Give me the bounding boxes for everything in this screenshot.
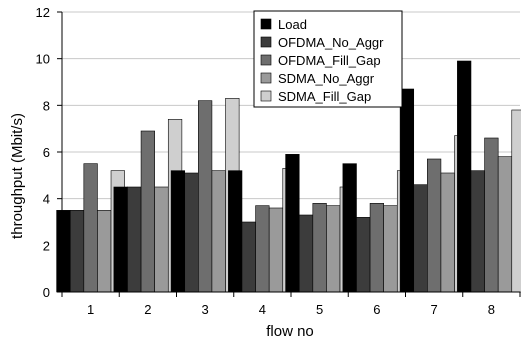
bar-load-flow-4 — [228, 170, 243, 293]
x-tick-label: 4 — [259, 302, 266, 317]
bar-ofdma-fill-gap-flow-8 — [484, 137, 499, 293]
y-tick-label: 2 — [43, 238, 50, 253]
bar-ofdma-no-aggr-flow-8 — [470, 170, 485, 293]
y-tick-label: 4 — [43, 192, 50, 207]
y-tick-label: 8 — [43, 98, 50, 113]
x-tick-labels: 1 2 3 4 5 6 7 8 — [87, 302, 495, 317]
y-tick-label: 12 — [36, 5, 50, 20]
bar-ofdma-fill-gap-flow-3 — [198, 100, 213, 293]
bar-load-flow-7 — [399, 88, 415, 293]
bar-ofdma-no-aggr-flow-3 — [184, 172, 199, 293]
bar-load-flow-1 — [56, 210, 71, 293]
bars — [56, 60, 521, 293]
legend-swatch — [260, 72, 272, 84]
bar-ofdma-no-aggr-flow-6 — [356, 217, 371, 293]
bar-load-flow-6 — [342, 163, 357, 293]
bar-load-flow-8 — [457, 60, 472, 293]
bar-sdma-no-aggr-flow-1 — [97, 210, 112, 293]
x-tick-label: 6 — [373, 302, 380, 317]
bar-sdma-fill-gap-flow-8 — [511, 109, 521, 293]
legend-swatch — [260, 54, 272, 66]
legend-label: SDMA_No_Aggr — [278, 71, 375, 86]
legend-label: SDMA_Fill_Gap — [278, 89, 371, 104]
bar-sdma-no-aggr-flow-8 — [497, 156, 513, 293]
x-tick-label: 8 — [488, 302, 495, 317]
legend-label: OFDMA_Fill_Gap — [278, 53, 381, 68]
legend-swatch — [260, 90, 272, 102]
axes — [57, 11, 521, 297]
bar-ofdma-fill-gap-flow-5 — [312, 203, 327, 293]
y-tick-labels: 0 2 4 6 8 10 12 — [36, 5, 50, 300]
bar-load-flow-3 — [170, 170, 186, 293]
bar-sdma-no-aggr-flow-7 — [440, 172, 455, 293]
bar-ofdma-no-aggr-flow-5 — [298, 214, 314, 293]
y-tick-label: 6 — [43, 145, 50, 160]
y-tick-label: 0 — [43, 285, 50, 300]
bar-load-flow-2 — [113, 186, 128, 293]
legend-swatch — [260, 36, 272, 48]
bar-ofdma-no-aggr-flow-2 — [127, 186, 142, 293]
legend: Load OFDMA_No_Aggr OFDMA_Fill_Gap SDMA_No_A… — [253, 10, 403, 108]
x-tick-label: 5 — [316, 302, 323, 317]
x-tick-label: 3 — [202, 302, 209, 317]
bar-ofdma-fill-gap-flow-1 — [83, 163, 98, 293]
legend-label: OFDMA_No_Aggr — [278, 35, 384, 50]
x-axis-label: flow no — [266, 323, 314, 340]
legend-label: Load — [278, 17, 307, 32]
bar-ofdma-fill-gap-flow-7 — [427, 158, 442, 293]
y-axis-label: throughput (Mbit/s) — [9, 113, 26, 239]
bar-load-flow-5 — [285, 154, 300, 293]
x-tick-label: 7 — [431, 302, 438, 317]
bar-sdma-no-aggr-flow-5 — [326, 205, 341, 293]
bar-ofdma-fill-gap-flow-2 — [140, 130, 155, 293]
bar-ofdma-no-aggr-flow-7 — [413, 184, 428, 293]
bar-ofdma-no-aggr-flow-4 — [241, 221, 256, 293]
bar-sdma-no-aggr-flow-4 — [268, 207, 284, 293]
bar-sdma-no-aggr-flow-6 — [383, 205, 398, 293]
bar-ofdma-fill-gap-flow-6 — [369, 203, 384, 293]
bar-ofdma-fill-gap-flow-4 — [255, 205, 270, 293]
x-tick-label: 2 — [144, 302, 151, 317]
legend-swatch — [260, 18, 272, 30]
y-tick-label: 10 — [36, 52, 50, 67]
bar-ofdma-no-aggr-flow-1 — [69, 210, 85, 293]
bar-sdma-no-aggr-flow-2 — [154, 186, 169, 293]
legend-box — [253, 10, 403, 108]
bar-sdma-no-aggr-flow-3 — [211, 170, 226, 293]
x-tick-label: 1 — [87, 302, 94, 317]
